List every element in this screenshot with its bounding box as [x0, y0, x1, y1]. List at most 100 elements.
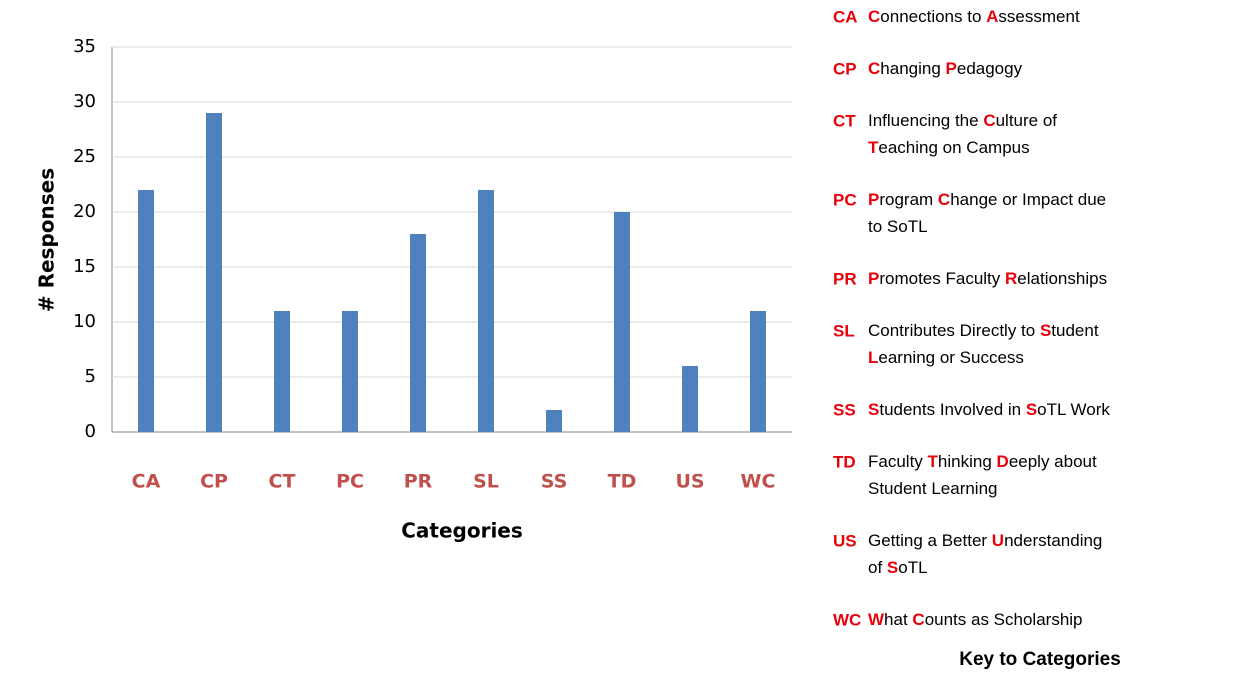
key-text-part: eeply about: [1009, 452, 1097, 471]
y-tick-label: 30: [73, 91, 96, 112]
key-text-part: edagogy: [957, 59, 1023, 78]
key-text-part: L: [868, 348, 878, 367]
x-tick-label: CP: [200, 471, 228, 493]
key-text-part: ulture of: [996, 111, 1058, 130]
bar: [614, 212, 630, 432]
x-tick-label: CA: [132, 471, 161, 493]
key-description: Program Change or Impact due: [868, 190, 1106, 209]
y-tick-label: 20: [73, 201, 96, 222]
key-text-part: eaching on Campus: [878, 138, 1029, 157]
key-text-part: C: [912, 610, 924, 629]
key-text-part: ounts as Scholarship: [925, 610, 1083, 629]
key-text-part: C: [938, 190, 950, 209]
bar: [750, 311, 766, 432]
key-text-part: U: [992, 531, 1004, 550]
key-code: TD: [833, 452, 856, 471]
key-code: SL: [833, 321, 855, 340]
key-text-part: hange or Impact due: [950, 190, 1106, 209]
key-text-part: Faculty: [868, 452, 928, 471]
key-description: of SoTL: [868, 558, 928, 577]
key-text-part: S: [887, 558, 898, 577]
key-text-part: hanging: [880, 59, 945, 78]
key-text-part: Contributes Directly to: [868, 321, 1040, 340]
key-text-part: R: [1005, 269, 1017, 288]
key-text-part: C: [868, 7, 880, 26]
bar: [478, 190, 494, 432]
key-code: US: [833, 531, 857, 550]
x-tick-label: PC: [336, 471, 364, 493]
x-tick-label: TD: [608, 471, 637, 493]
key-text-part: S: [868, 400, 879, 419]
key-text-part: T: [868, 138, 879, 157]
key-description: Faculty Thinking Deeply about: [868, 452, 1097, 471]
key-text-part: P: [946, 59, 957, 78]
bar: [342, 311, 358, 432]
key-text-part: rogram: [879, 190, 938, 209]
key-description: Teaching on Campus: [868, 138, 1030, 157]
x-tick-label: WC: [741, 471, 776, 493]
key-text-part: Student Learning: [868, 479, 998, 498]
key-text-part: ssessment: [998, 7, 1080, 26]
key-text-part: elationships: [1017, 269, 1107, 288]
key-description: Connections to Assessment: [868, 7, 1080, 26]
key-text-part: Influencing the: [868, 111, 983, 130]
key-text-part: S: [1040, 321, 1051, 340]
key-text-part: nderstanding: [1004, 531, 1102, 550]
key-text-part: oTL Work: [1037, 400, 1110, 419]
y-axis-title: # Responses: [35, 168, 59, 312]
key-text-part: hinking: [938, 452, 997, 471]
key-description: Promotes Faculty Relationships: [868, 269, 1107, 288]
key-text-part: tudents Involved in: [879, 400, 1025, 419]
x-tick-label: PR: [404, 471, 433, 493]
key-description: Learning or Success: [868, 348, 1024, 367]
key-text-part: hat: [884, 610, 912, 629]
y-tick-label: 5: [85, 366, 96, 387]
key-code: CA: [833, 7, 858, 26]
key-text-part: S: [1026, 400, 1037, 419]
key-code: PC: [833, 190, 857, 209]
key-text-part: A: [986, 7, 998, 26]
key-description: What Counts as Scholarship: [868, 610, 1083, 629]
key-description: Getting a Better Understanding: [868, 531, 1102, 550]
bar: [274, 311, 290, 432]
key-text-part: C: [983, 111, 995, 130]
key-text-part: P: [868, 190, 879, 209]
x-tick-label: SS: [541, 471, 568, 493]
y-tick-label: 35: [73, 36, 96, 57]
y-tick-label: 10: [73, 311, 96, 332]
x-axis-title: Categories: [401, 519, 523, 543]
key-description: Student Learning: [868, 479, 998, 498]
key-text-part: tudent: [1051, 321, 1099, 340]
x-tick-label: SL: [473, 471, 499, 493]
key-text-part: to SoTL: [868, 217, 928, 236]
key-code: CT: [833, 111, 856, 130]
key-title: Key to Categories: [959, 649, 1121, 670]
key-code: WC: [833, 610, 861, 629]
key-description: Influencing the Culture of: [868, 111, 1057, 130]
key-text-part: romotes Faculty: [879, 269, 1005, 288]
key-code: CP: [833, 59, 857, 78]
bar: [410, 234, 426, 432]
key-code: SS: [833, 400, 856, 419]
y-tick-label: 25: [73, 146, 96, 167]
key-description: Contributes Directly to Student: [868, 321, 1099, 340]
key-code: PR: [833, 269, 857, 288]
key-text-part: D: [997, 452, 1009, 471]
key-text-part: T: [928, 452, 939, 471]
bar: [206, 113, 222, 432]
key-text-part: P: [868, 269, 879, 288]
x-tick-label: US: [675, 471, 704, 493]
key-description: to SoTL: [868, 217, 928, 236]
key-description: Changing Pedagogy: [868, 59, 1023, 78]
key-text-part: Getting a Better: [868, 531, 992, 550]
bar: [138, 190, 154, 432]
y-tick-label: 0: [85, 421, 96, 442]
key-text-part: onnections to: [880, 7, 986, 26]
bar: [546, 410, 562, 432]
key-text-part: earning or Success: [878, 348, 1024, 367]
key-text-part: oTL: [898, 558, 927, 577]
key-text-part: of: [868, 558, 887, 577]
key-text-part: W: [868, 610, 885, 629]
